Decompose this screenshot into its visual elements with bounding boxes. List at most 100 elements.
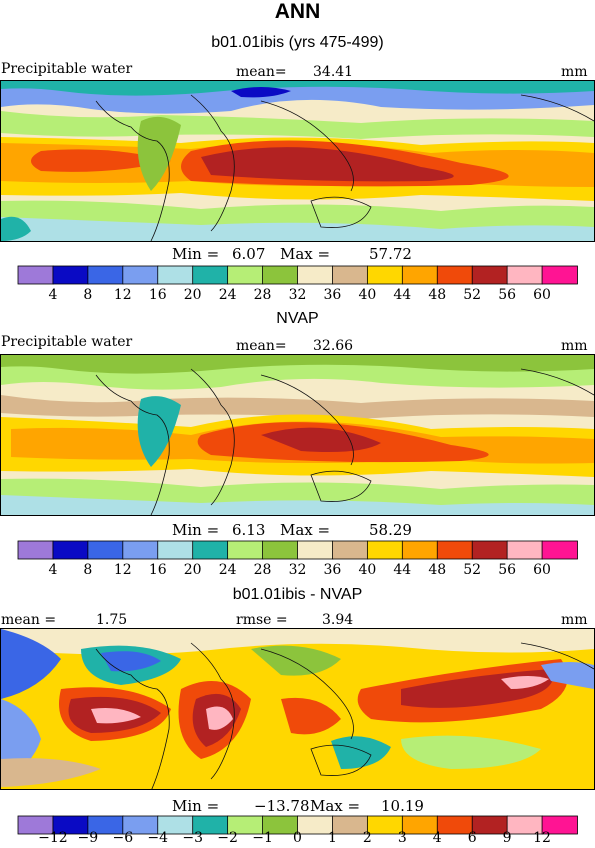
panel1-colorbar-swatches xyxy=(17,265,578,285)
colorbar-swatch xyxy=(332,540,369,560)
colorbar-tick-label: 0 xyxy=(293,830,302,846)
colorbar-tick-label: 56 xyxy=(498,562,517,578)
panel3-colorbar-swatches xyxy=(17,815,578,835)
colorbar-tick-label: −9 xyxy=(77,830,99,846)
panel3-colorbar xyxy=(17,815,578,835)
colorbar-tick-label: 28 xyxy=(253,287,272,303)
colorbar-tick-label: 8 xyxy=(83,562,93,578)
colorbar-tick-label: 56 xyxy=(498,287,517,303)
panel2-max-value: 58.29 xyxy=(369,521,412,539)
panel3-mean-value: 1.75 xyxy=(96,612,128,628)
panel2-min-value: 6.13 xyxy=(232,521,266,539)
colorbar-tick-label: 16 xyxy=(148,562,167,578)
colorbar-tick-label: 1 xyxy=(327,830,337,846)
panel1-colorbar xyxy=(17,265,578,285)
colorbar-swatch xyxy=(506,265,543,285)
colorbar-tick-label: 6 xyxy=(467,830,477,846)
colorbar-tick-label: 20 xyxy=(183,562,202,578)
colorbar-tick-label: 20 xyxy=(183,287,202,303)
panel2-min-label: Min = xyxy=(172,521,220,539)
colorbar-tick-label: −6 xyxy=(112,830,134,846)
colorbar-tick-label: 28 xyxy=(253,562,272,578)
colorbar-tick-label: −12 xyxy=(38,830,68,846)
colorbar-swatch xyxy=(471,265,509,285)
colorbar-swatch xyxy=(366,540,404,560)
colorbar-swatch xyxy=(52,540,89,560)
panel2-colorbar-swatches xyxy=(17,540,578,560)
colorbar-tick-label: 2 xyxy=(362,830,372,846)
colorbar-tick-label: 24 xyxy=(218,287,237,303)
panel1-colorbar-ticks: 4 8 12 16 20 24 28 32 36 40 44 48 52 56 60 xyxy=(18,287,577,305)
panel2-mean-label: mean= xyxy=(236,338,287,354)
colorbar-tick-label: 24 xyxy=(218,562,237,578)
panel2-field-label: Precipitable water xyxy=(1,334,133,350)
colorbar-tick-label: −2 xyxy=(217,830,238,846)
panel3-colorbar-ticks: −12 −9 −6 −4 −3 −2 −1 0 1 2 3 4 6 9 12 xyxy=(18,830,577,848)
colorbar-tick-label: 44 xyxy=(393,287,412,303)
colorbar-tick-label: 3 xyxy=(397,830,407,846)
colorbar-tick-label: 12 xyxy=(113,287,132,303)
colorbar-swatch xyxy=(227,540,264,560)
colorbar-swatch xyxy=(541,815,578,835)
panel3-max-label: Max = xyxy=(310,797,361,815)
colorbar-swatch xyxy=(157,265,194,285)
panel2-contour-field xyxy=(1,355,594,515)
colorbar-swatch xyxy=(122,540,159,560)
colorbar-tick-label: 4 xyxy=(48,287,58,303)
colorbar-swatch xyxy=(541,540,578,560)
colorbar-swatch xyxy=(506,540,543,560)
colorbar-tick-label: 40 xyxy=(358,287,377,303)
panel3-rmse-value: 3.94 xyxy=(322,612,354,628)
colorbar-tick-label: 36 xyxy=(323,562,342,578)
panel2-map xyxy=(0,354,595,516)
panel1-mean-label: mean= xyxy=(236,64,287,80)
panel3-min-value: −13.78 xyxy=(254,797,310,815)
panel3-map xyxy=(0,628,595,790)
colorbar-tick-label: 9 xyxy=(502,830,512,846)
panel3-rmse-label: rmse = xyxy=(236,612,288,628)
colorbar-swatch xyxy=(192,265,229,285)
colorbar-swatch xyxy=(332,265,369,285)
panel3-contour-field xyxy=(1,629,594,789)
panel1-mean-value: 34.41 xyxy=(313,64,354,80)
panel2-units: mm xyxy=(561,338,588,354)
colorbar-swatch xyxy=(436,540,474,560)
panel3-max-value: 10.19 xyxy=(381,797,424,815)
colorbar-tick-label: 52 xyxy=(463,287,482,303)
panel1-max-value: 57.72 xyxy=(369,245,412,263)
colorbar-tick-label: 60 xyxy=(533,562,551,578)
panel3-units: mm xyxy=(561,612,588,628)
colorbar-swatch xyxy=(401,265,439,285)
colorbar-swatch xyxy=(297,540,334,560)
panel1-max-label: Max = xyxy=(280,245,331,263)
panel2-colorbar-ticks: 4 8 12 16 20 24 28 32 36 40 44 48 52 56 60 xyxy=(18,562,577,580)
colorbar-tick-label: −1 xyxy=(252,830,273,846)
colorbar-swatch xyxy=(366,265,404,285)
panel3-title: b01.01ibis - NVAP xyxy=(232,586,363,603)
colorbar-swatch xyxy=(297,265,334,285)
colorbar-swatch xyxy=(227,265,264,285)
panel1-map xyxy=(0,80,595,242)
colorbar-swatch xyxy=(192,540,229,560)
colorbar-swatch xyxy=(401,540,439,560)
colorbar-tick-label: −3 xyxy=(182,830,204,846)
colorbar-tick-label: 44 xyxy=(393,562,412,578)
panel2-colorbar xyxy=(17,540,578,560)
colorbar-swatch xyxy=(541,265,578,285)
colorbar-swatch xyxy=(471,540,509,560)
colorbar-swatch xyxy=(87,540,124,560)
panel2-mean-value: 32.66 xyxy=(313,338,354,354)
colorbar-tick-label: 12 xyxy=(533,830,551,846)
panel1-units: mm xyxy=(561,64,588,80)
colorbar-tick-label: 16 xyxy=(148,287,167,303)
panel3-mean-label: mean = xyxy=(1,612,57,628)
panel1-min-value: 6.07 xyxy=(232,245,266,263)
panel1-field-label: Precipitable water xyxy=(1,61,133,77)
colorbar-tick-label: 36 xyxy=(323,287,342,303)
colorbar-tick-label: 32 xyxy=(288,287,307,303)
colorbar-swatch xyxy=(157,540,194,560)
colorbar-swatch xyxy=(87,265,124,285)
colorbar-tick-label: 48 xyxy=(428,562,447,578)
colorbar-swatch xyxy=(122,265,159,285)
colorbar-swatch xyxy=(262,265,299,285)
